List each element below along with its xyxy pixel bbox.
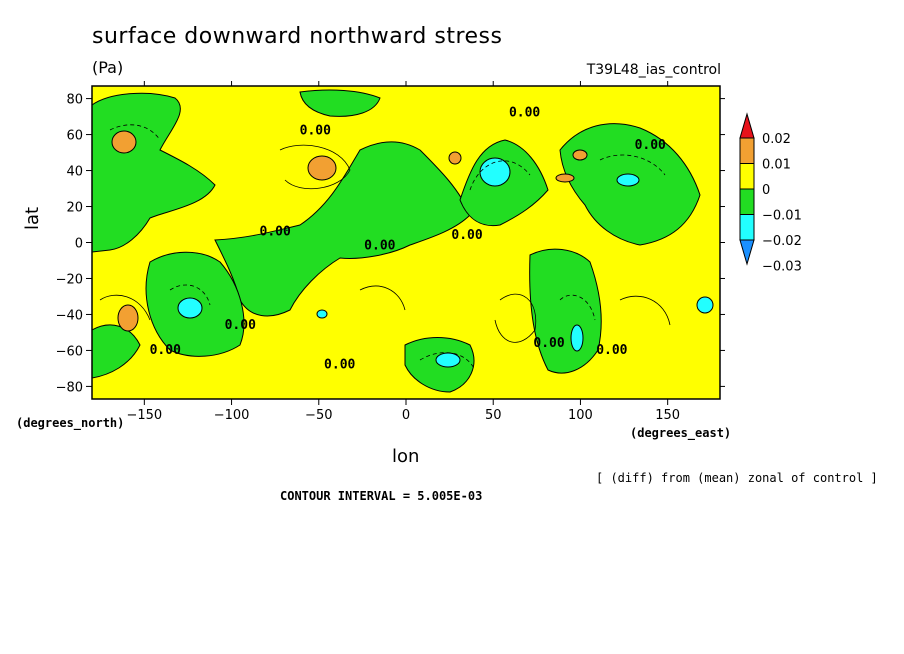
colorbar-label: −0.03 — [762, 260, 802, 275]
y-tick-label: −20 — [56, 272, 83, 287]
x-tick-label: 0 — [402, 408, 410, 423]
contour-label: 0.00 — [533, 336, 564, 351]
x-tick-label: −150 — [126, 408, 162, 423]
contour-label: 0.00 — [635, 138, 666, 153]
y-axis-ticks: 80 60 40 20 0 −20 −40 −60 −80 — [56, 93, 725, 395]
neg-region-high-north — [299, 89, 381, 117]
orange-spot-2 — [111, 130, 137, 154]
colorbar-segment — [739, 163, 755, 190]
contour-label: 0.00 — [300, 124, 331, 139]
positive-strong-regions — [111, 130, 588, 332]
colorbar-label: 0.02 — [762, 132, 791, 147]
chart-units: (Pa) — [92, 58, 124, 77]
orange-spot-4 — [448, 151, 462, 165]
y-tick-label: −60 — [56, 344, 83, 359]
cyan-spot-3 — [435, 352, 461, 368]
colorbar-arrow-bottom — [739, 239, 755, 266]
y-axis-units: (degrees_north) — [16, 416, 125, 430]
colorbar: 0.02 0.01 0 −0.01 −0.02 −0.03 — [739, 112, 802, 275]
x-tick-label: 150 — [655, 408, 680, 423]
colorbar-segment — [739, 137, 755, 164]
y-tick-label: 60 — [66, 129, 83, 144]
cyan-spot-2 — [479, 157, 511, 187]
cyan-spot-1 — [177, 297, 203, 319]
cyan-spot-4 — [570, 324, 584, 352]
x-axis-ticks: −150 −100 −50 0 50 100 150 — [126, 81, 680, 423]
colorbar-arrow-top — [739, 112, 755, 139]
colorbar-label: −0.01 — [762, 209, 802, 224]
contour-label: 0.00 — [225, 318, 256, 333]
x-tick-label: −100 — [214, 408, 250, 423]
orange-spot-6 — [572, 149, 588, 161]
y-tick-label: 0 — [75, 237, 83, 252]
contour-label: 0.00 — [451, 228, 482, 243]
y-tick-label: −40 — [56, 308, 83, 323]
contour-label: 0.00 — [364, 239, 395, 254]
y-tick-label: −80 — [56, 380, 83, 395]
y-tick-label: 80 — [66, 93, 83, 108]
orange-spot-5 — [555, 173, 575, 183]
neg-region-antarctic — [92, 324, 141, 379]
contour-labels: 0.00 0.00 0.00 0.00 0.00 0.00 0.00 0.00 0.00 0.00… — [150, 106, 666, 373]
solid-contours — [99, 144, 671, 343]
cyan-spot-7 — [316, 309, 328, 319]
negative-strong-regions — [177, 157, 714, 368]
orange-spot-1 — [117, 304, 139, 332]
plot-area — [92, 86, 720, 399]
x-tick-label: −50 — [305, 408, 332, 423]
x-axis-label: lon — [392, 446, 420, 467]
run-label: T39L48_ias_control — [586, 62, 721, 78]
dashed-contours — [109, 124, 666, 371]
x-tick-label: 50 — [485, 408, 502, 423]
contour-label: 0.00 — [324, 357, 355, 372]
colorbar-segment — [739, 214, 755, 241]
contour-interval: CONTOUR INTERVAL = 5.005E-03 — [280, 489, 483, 503]
colorbar-segment — [739, 188, 755, 215]
colorbar-label: 0 — [762, 183, 770, 198]
chart-title: surface downward northward stress — [92, 24, 503, 49]
x-tick-label: 100 — [568, 408, 593, 423]
neg-region-central — [214, 141, 471, 317]
y-tick-label: 20 — [66, 201, 83, 216]
neg-region-south-east — [529, 248, 602, 374]
diff-note: [ (diff) from (mean) zonal of control ] — [596, 471, 878, 485]
y-tick-label: 40 — [66, 165, 83, 180]
x-axis-units: (degrees_east) — [630, 426, 732, 440]
orange-spot-3 — [307, 155, 337, 181]
cyan-spot-5 — [616, 173, 640, 187]
colorbar-label: −0.02 — [762, 234, 802, 249]
contour-label: 0.00 — [150, 343, 181, 358]
contour-label: 0.00 — [596, 343, 627, 358]
contour-label: 0.00 — [509, 106, 540, 121]
cyan-spot-6 — [696, 296, 714, 314]
contour-label: 0.00 — [260, 224, 291, 239]
colorbar-label: 0.01 — [762, 158, 791, 173]
